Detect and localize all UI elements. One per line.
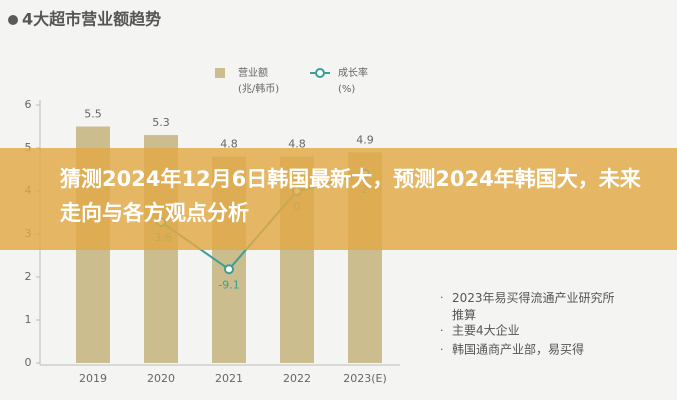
x-tick-label: 2019 [79, 372, 107, 385]
x-tick-label: 2020 [147, 372, 175, 385]
legend-marker [315, 68, 325, 78]
value-label: 4.9 [356, 133, 374, 146]
value-label: 5.5 [84, 108, 102, 121]
legend-swatch [215, 68, 225, 78]
note: 主要4大企业 [452, 323, 520, 338]
legend-unit: (%) [338, 84, 355, 95]
value-label: -9.1 [218, 278, 239, 291]
y-tick-label: 5 [25, 141, 32, 154]
note-bullet: · [440, 291, 444, 304]
line-point [224, 264, 234, 275]
legend-label: 成长率 [338, 66, 368, 79]
x-tick-label: 2022 [283, 372, 311, 385]
legend-unit: (兆/韩币) [238, 82, 279, 95]
y-tick-label: 0 [25, 356, 32, 369]
value-label: 4.8 [288, 138, 306, 151]
title-bullet [8, 15, 18, 25]
note-bullet: · [440, 343, 444, 356]
value-label: 4.8 [220, 138, 238, 151]
y-tick-label: 1 [25, 313, 32, 326]
y-tick-label: 6 [25, 98, 32, 111]
note: 2023年易买得流通产业研究所推算 [452, 290, 615, 322]
y-tick-label: 2 [25, 270, 32, 283]
x-tick-label: 2023(E) [343, 372, 387, 385]
chart-title: 4大超市营业额趋势 [22, 10, 161, 29]
x-tick-label: 2021 [215, 372, 243, 385]
legend-label: 营业额 [238, 66, 268, 79]
banner: 猜测2024年12月6日韩国最新大，预测2024年韩国大，未来走向与各方观点分析 [0, 148, 677, 250]
value-label: 5.3 [152, 116, 170, 129]
note: 韩国通商产业部，易买得 [452, 342, 584, 357]
note-bullet: · [440, 324, 444, 337]
